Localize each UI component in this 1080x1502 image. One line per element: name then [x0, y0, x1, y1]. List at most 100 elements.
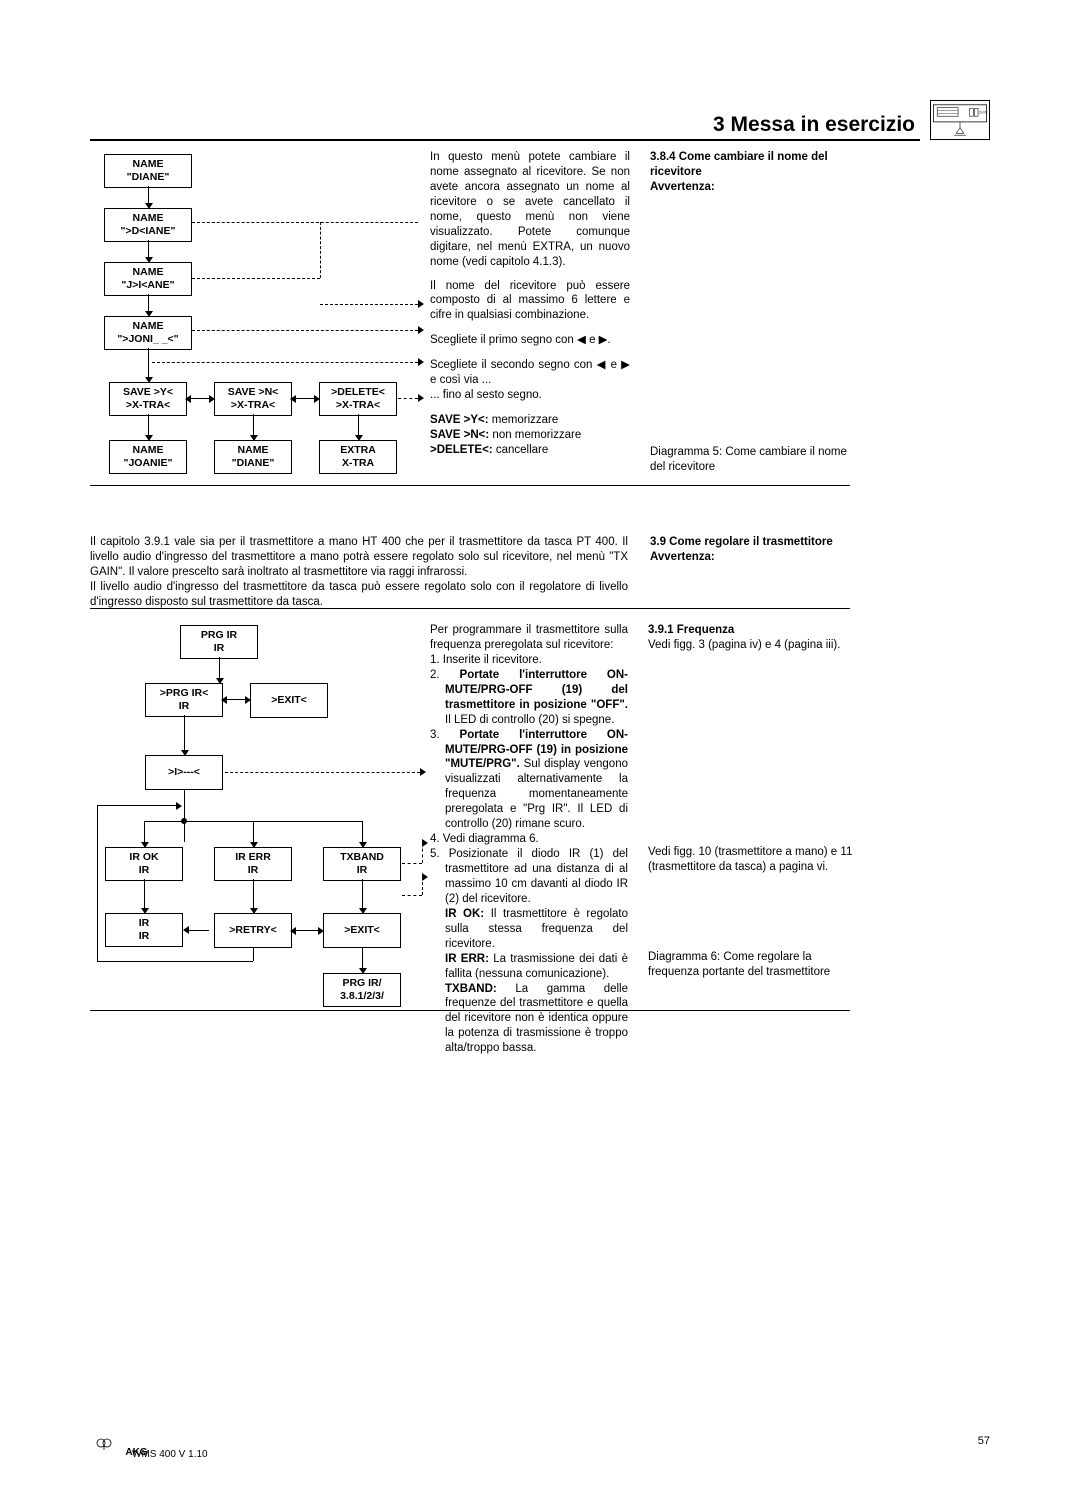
box-line: SAVE >Y< [114, 386, 182, 399]
section-title: 3 Messa in esercizio [713, 113, 915, 137]
box-save-n: SAVE >N< >X-TRA< [214, 382, 292, 416]
box-line: >EXIT< [255, 694, 323, 707]
bold: Portate l'interruttore ON-MUTE/PRG-OFF (… [445, 669, 628, 711]
box-line: PRG IR/ [328, 977, 396, 990]
box-name-diane: NAME "DIANE" [104, 154, 192, 188]
page-number: 57 [978, 1435, 990, 1447]
arrow [148, 414, 149, 436]
text: Vedi figg. 3 (pagina iv) e 4 (pagina iii… [648, 638, 848, 653]
box-line: IR [110, 930, 178, 943]
arrow-tip [176, 802, 182, 810]
arrow [148, 240, 149, 258]
arrow [144, 879, 145, 909]
rule [90, 485, 850, 486]
box-line: NAME [219, 444, 287, 457]
line [253, 947, 254, 961]
box-irok: IR OK IR [105, 847, 183, 881]
box-line: "DIANE" [219, 457, 287, 470]
box-save-y: SAVE >Y< >X-TRA< [109, 382, 187, 416]
box-line: "JOANIE" [114, 457, 182, 470]
arrow [253, 821, 254, 843]
box-name-joni: NAME ">JONI_ _<" [104, 316, 192, 350]
list-item: 3. Portate l'interruttore ON-MUTE/PRG-OF… [430, 728, 628, 833]
box-line: >X-TRA< [324, 399, 392, 412]
rule [90, 1010, 850, 1011]
list-item: 5. Posizionate il diodo IR (1) del trasm… [430, 847, 628, 907]
arrow [358, 414, 359, 436]
arrow [148, 348, 149, 378]
arrow [253, 879, 254, 909]
header-rule [90, 139, 920, 141]
box-name-d-iane: NAME ">D<IANE" [104, 208, 192, 242]
arrow [184, 715, 185, 751]
line [97, 805, 98, 961]
connector [192, 330, 418, 331]
connector [225, 772, 420, 773]
box-prgir-result: PRG IR/ 3.8.1/2/3/ [323, 973, 401, 1007]
text: memorizzare [489, 414, 559, 426]
arrow [148, 294, 149, 312]
box-line: >DELETE< [324, 386, 392, 399]
para: Per programmare il trasmettitore sulla f… [430, 623, 628, 653]
section2-sidebar: 3.9 Come regolare il trasmettitore Avver… [650, 535, 850, 565]
para: Scegliete il primo segno con ◀ e ▶. [430, 333, 630, 348]
label: TXBAND: [445, 983, 497, 995]
box-line: IR OK [110, 851, 178, 864]
diagram5-area: NAME "DIANE" NAME ">D<IANE" NAME "J>I<AN… [90, 150, 990, 530]
box-line: >X-TRA< [219, 399, 287, 412]
para: IR ERR: La trasmissione dei dati è falli… [430, 952, 628, 982]
arrow-tip [422, 839, 428, 847]
box-line: "J>I<ANE" [109, 279, 187, 292]
box-line: NAME [109, 266, 187, 279]
para: SAVE >Y<: memorizzare SAVE >N<: non memo… [430, 413, 630, 458]
page-header: 3 Messa in esercizio 2x Rx [90, 105, 990, 145]
line [97, 805, 177, 806]
box-line: NAME [109, 158, 187, 171]
diagram6-caption: Diagramma 6: Come regolare la frequenza … [648, 950, 858, 980]
box-exit1: >EXIT< [250, 683, 328, 718]
box-prgir: PRG IR IR [180, 625, 258, 659]
arrow-tip [422, 873, 428, 881]
arrow [296, 398, 314, 399]
arrow-tip [418, 394, 424, 402]
text: non memorizzare [489, 429, 581, 441]
box-line: >PRG IR< [150, 687, 218, 700]
diagram6-text: Per programmare il trasmettitore sulla f… [430, 623, 628, 1056]
box-irerr: IR ERR IR [214, 847, 292, 881]
heading: 3.8.4 Come cambiare il nome del ricevito… [650, 151, 828, 178]
arrow-tip [418, 358, 424, 366]
box-line: IR [110, 864, 178, 877]
box-line: >I>---< [150, 766, 218, 779]
box-line: EXTRA [324, 444, 392, 457]
box-line: 3.8.1/2/3/ [328, 990, 396, 1003]
para: In questo menù potete cambiare il nome a… [430, 150, 630, 270]
num: 2. [430, 669, 460, 681]
diagram5-text: In questo menù potete cambiare il nome a… [430, 150, 630, 458]
svg-text:2x Rx: 2x Rx [979, 110, 988, 114]
para: IR OK: Il trasmettitore è regolato sulla… [430, 907, 628, 952]
arrow-tip [420, 768, 426, 776]
diagram6-area: PRG IR IR >PRG IR< IR >EXIT< >I>---< IR … [90, 615, 990, 1045]
list-item: 4. Vedi diagramma 6. [430, 832, 628, 847]
connector [398, 398, 418, 399]
box-progress: >I>---< [145, 755, 223, 790]
arrow [219, 657, 220, 679]
arrow [253, 414, 254, 436]
arrow [362, 821, 363, 843]
box-retry: >RETRY< [214, 913, 292, 948]
arrow [148, 186, 149, 204]
arrow-tip [418, 300, 424, 308]
label: SAVE >Y<: [430, 414, 489, 426]
connector [152, 362, 418, 363]
arrow [144, 821, 145, 843]
box-line: SAVE >N< [219, 386, 287, 399]
box-result-joanie: NAME "JOANIE" [109, 440, 187, 474]
box-line: ">JONI_ _<" [109, 333, 187, 346]
box-result-diane: NAME "DIANE" [214, 440, 292, 474]
box-line: IR [328, 864, 396, 877]
para: Scegliete il secondo segno con ◀ e ▶ e c… [430, 358, 630, 388]
arrow [362, 879, 363, 909]
box-line: >X-TRA< [114, 399, 182, 412]
heading: 3.9 Come regolare il trasmettitore [650, 536, 833, 548]
box-delete: >DELETE< >X-TRA< [319, 382, 397, 416]
